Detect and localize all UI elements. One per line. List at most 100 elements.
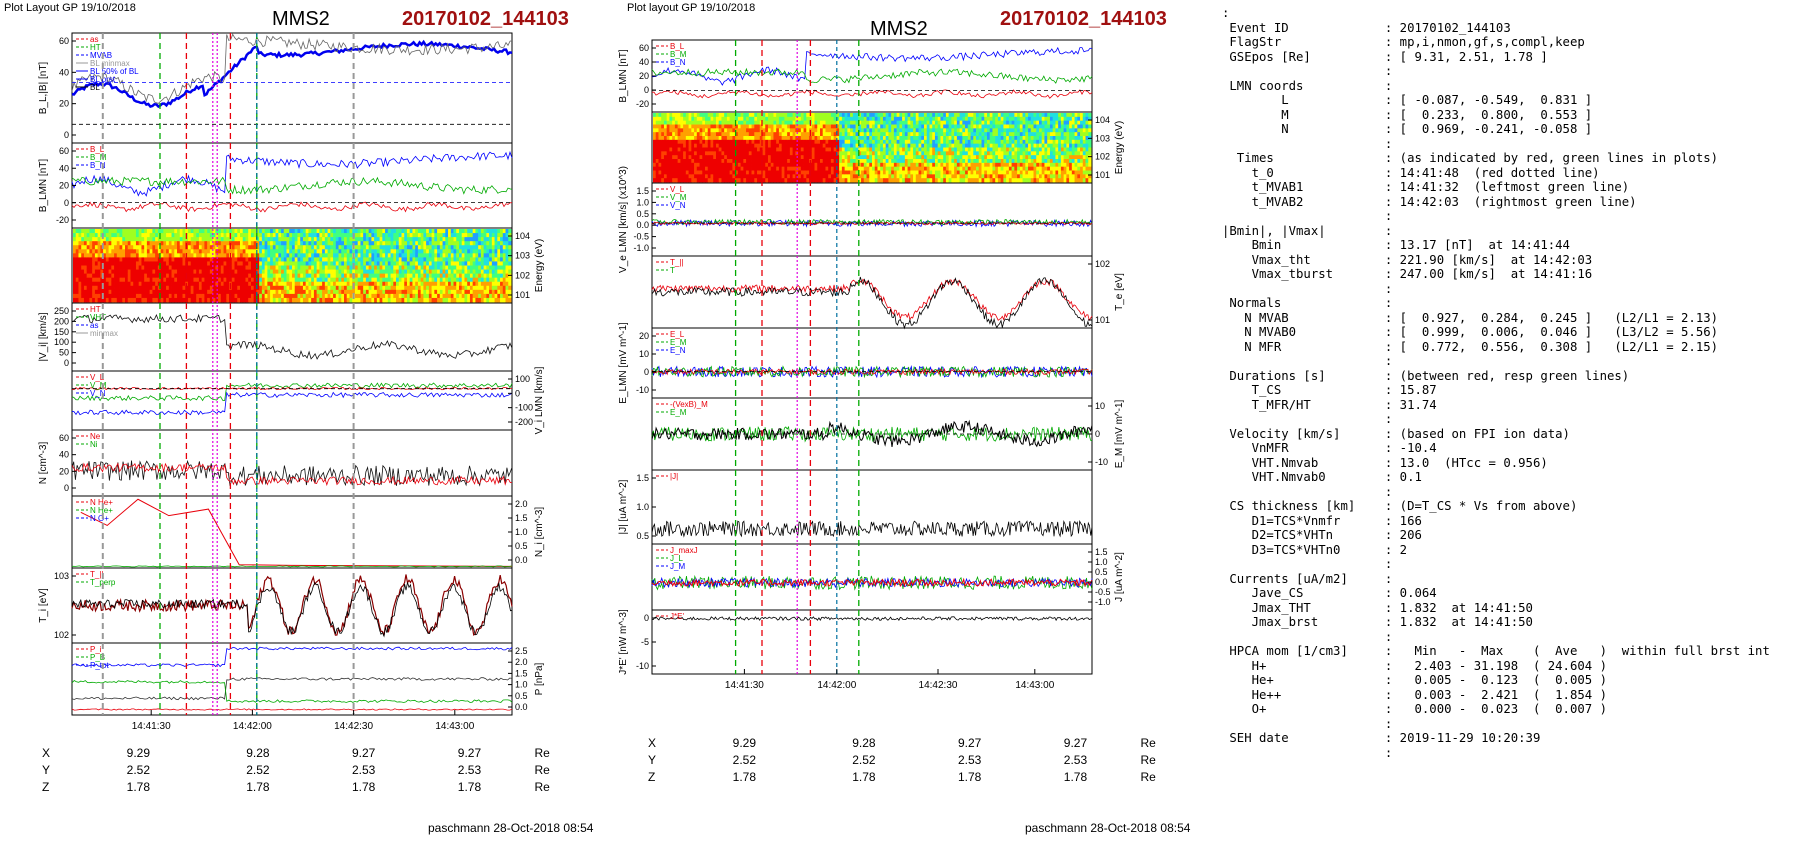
spectrogram-cell [828, 147, 832, 152]
spectrogram-cell [360, 269, 364, 275]
spectrogram-cell [415, 281, 419, 287]
spectrogram-cell [127, 257, 131, 262]
spectrogram-cell [292, 229, 296, 234]
spectrogram-cell [877, 178, 881, 183]
spectrogram-cell [264, 241, 268, 246]
spectrogram-cell [732, 170, 736, 175]
spectrogram-cell [138, 257, 142, 262]
spectrogram-cell [368, 241, 372, 246]
spectrogram-cell [880, 136, 884, 141]
spectrogram-cell [696, 155, 700, 160]
spectrogram-cell [904, 113, 908, 118]
spectrogram-cell [319, 245, 323, 250]
spectrogram-cell [294, 257, 298, 262]
spectrogram-cell [308, 277, 312, 283]
spectrogram-cell [705, 170, 709, 175]
spectrogram-cell [893, 136, 898, 141]
spectrogram-cell [688, 128, 692, 133]
spectrogram-cell [694, 132, 698, 137]
spectrogram-cell [828, 166, 832, 171]
spectrogram-cell [344, 269, 348, 275]
spectrogram-cell [929, 155, 933, 160]
spectrogram-cell [445, 257, 449, 262]
spectrogram-cell [261, 241, 266, 246]
spectrogram-cell [379, 297, 383, 303]
spectrogram-cell [475, 285, 479, 291]
spectrogram-cell [231, 265, 235, 270]
spectrogram-cell [201, 269, 205, 275]
spectrogram-cell [428, 285, 433, 291]
spectrogram-cell [902, 113, 906, 118]
spectrogram-cell [918, 136, 922, 141]
spectrogram-cell [114, 293, 118, 299]
spectrogram-cell [346, 253, 350, 258]
spectrogram-cell [379, 285, 383, 291]
spectrogram-cell [264, 269, 268, 275]
spectrogram-cell [215, 249, 219, 254]
spectrogram-cell [737, 162, 741, 168]
axis-label: N [cm^-3] [38, 442, 49, 485]
spectrogram-cell [220, 237, 224, 242]
spectrogram-cell [902, 147, 906, 152]
spectrogram-cell [259, 265, 263, 270]
spectrogram-cell [420, 253, 424, 258]
spectrogram-cell [863, 132, 867, 137]
spectrogram-cell [721, 120, 725, 125]
spectrogram-cell [193, 257, 197, 262]
spectrogram-cell [699, 113, 703, 118]
spectrogram-cell [390, 293, 394, 299]
spectrogram-cell [751, 132, 755, 137]
spectrogram-cell [663, 139, 668, 145]
spectrogram-cell [792, 113, 796, 118]
spectrogram-cell [179, 249, 183, 254]
spectrogram-cell [464, 281, 468, 287]
spectrogram-cell [428, 237, 433, 242]
spectrogram-cell [426, 273, 430, 279]
spectrogram-cell [729, 147, 733, 152]
spectrogram-cell [762, 174, 766, 179]
spectrogram-cell [404, 261, 408, 266]
spectrogram-cell [439, 273, 443, 279]
spectrogram-cell [904, 178, 908, 183]
spectrogram-cell [858, 132, 862, 137]
spectrogram-cell [431, 285, 435, 291]
spectrogram-cell [357, 237, 361, 242]
spectrogram-cell [434, 269, 438, 275]
spectrogram-cell [787, 143, 791, 148]
spectrogram-cell [311, 285, 315, 291]
spectrogram-cell [239, 233, 244, 238]
spectrogram-cell [294, 229, 298, 234]
spectrogram-cell [847, 136, 851, 141]
spectrogram-cell [417, 285, 422, 291]
spectrogram-cell [880, 155, 884, 160]
spectrogram-cell [735, 159, 739, 164]
spectrogram-cell [327, 237, 331, 242]
spectrogram-cell [275, 297, 279, 303]
spectrogram-cell [146, 265, 151, 270]
spectrogram-cell [242, 253, 246, 258]
spectrogram-cell [374, 285, 378, 291]
spectrogram-cell [882, 139, 887, 145]
spectrogram-cell [226, 241, 230, 246]
spectrogram-cell [705, 132, 709, 137]
spectrogram-cell [97, 281, 101, 287]
spectrogram-cell [833, 143, 837, 148]
spectrogram-cell [866, 136, 870, 141]
spectrogram-cell [357, 233, 361, 238]
spectrogram-cell [166, 249, 170, 254]
spectrogram-cell [428, 233, 433, 238]
spectrogram-cell [204, 253, 208, 258]
spectrogram-cell [119, 293, 123, 299]
spectrogram-cell [489, 297, 493, 303]
spectrogram-cell [489, 245, 493, 250]
spectrogram-cell [817, 113, 821, 118]
spectrogram-cell [792, 159, 796, 164]
spectrogram-cell [754, 116, 758, 122]
spectrogram-cell [767, 174, 772, 179]
spectrogram-cell [163, 253, 167, 258]
spectrogram-cell [283, 249, 287, 254]
spectrogram-cell [508, 277, 512, 283]
series-line [652, 89, 1093, 99]
spectrogram-cell [888, 147, 892, 152]
spectrogram-cell [209, 293, 214, 299]
